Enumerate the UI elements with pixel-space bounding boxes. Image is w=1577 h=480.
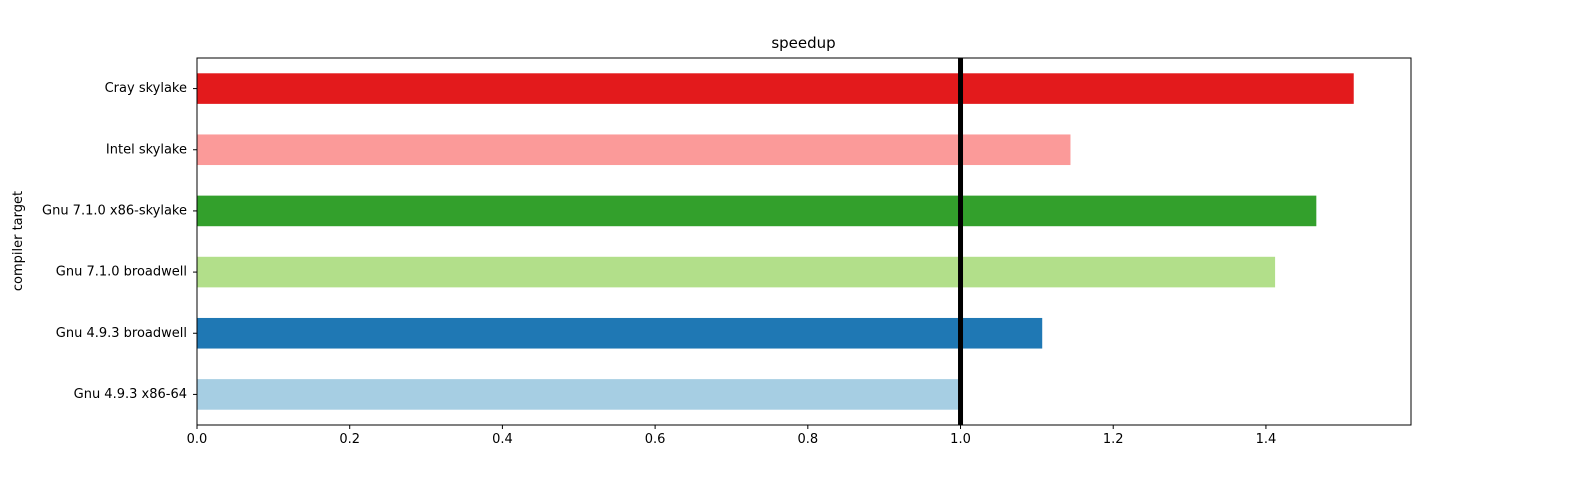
y-axis-label: compiler target (11, 191, 26, 291)
x-tick-label: 0.4 (492, 432, 513, 447)
bar (197, 256, 1276, 288)
x-ticks-group: 0.0 0.2 0.4 0.6 0.8 1.0 1.2 1.4 (187, 425, 1277, 447)
bar (197, 195, 1317, 227)
y-tick-label: Gnu 7.1.0 x86-skylake (42, 203, 187, 218)
bar (197, 73, 1354, 104)
plot-frame (196, 57, 1412, 426)
x-tick-label: 1.4 (1256, 432, 1277, 447)
y-tick-label: Intel skylake (106, 142, 187, 157)
x-tick-label: 1.0 (950, 432, 971, 447)
y-ticks-group: Gnu 4.9.3 x86-64 Gnu 4.9.3 broadwell Gnu 7… (42, 81, 197, 402)
x-tick-label: 0.2 (339, 432, 360, 447)
x-tick-label: 0.0 (187, 432, 208, 447)
bars-group (197, 73, 1354, 410)
bar (197, 134, 1071, 166)
x-tick-label: 1.2 (1103, 432, 1124, 447)
y-tick-label: Gnu 4.9.3 broadwell (56, 326, 187, 341)
bar (197, 317, 1043, 349)
x-tick-label: 0.6 (645, 432, 666, 447)
x-tick-label: 0.8 (797, 432, 818, 447)
y-tick-label: Cray skylake (105, 81, 187, 96)
chart-title: speedup (771, 34, 835, 52)
y-tick-label: Gnu 7.1.0 broadwell (56, 265, 187, 280)
bar (197, 379, 961, 410)
y-tick-label: Gnu 4.9.3 x86-64 (74, 387, 187, 402)
